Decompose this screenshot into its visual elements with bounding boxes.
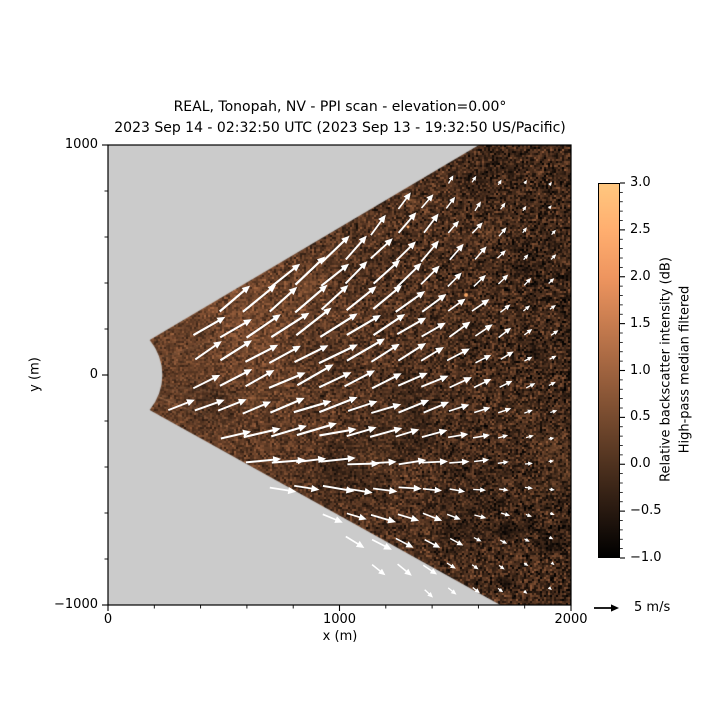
colorbar xyxy=(598,183,620,558)
y-tick-label: 0 xyxy=(89,367,98,382)
ppi-scan-image xyxy=(108,145,571,605)
colorbar-label-line2: High-pass median filtered xyxy=(677,285,693,454)
x-tick-label: 1000 xyxy=(322,612,357,627)
wind-vector-head xyxy=(611,604,619,612)
y-tick-label: 1000 xyxy=(64,137,98,152)
quiver-key-label: 5 m/s xyxy=(634,600,671,615)
plot-subtitle: 2023 Sep 14 - 02:32:50 UTC (2023 Sep 13 … xyxy=(114,120,566,136)
colorbar-tick-label: −0.5 xyxy=(630,503,662,519)
colorbar-tick-label: 3.0 xyxy=(630,175,651,190)
plot-title: REAL, Tonopah, NV - PPI scan - elevation… xyxy=(173,99,507,115)
colorbar-tick-label: 1.5 xyxy=(630,315,651,331)
colorbar-tick-label: −1.0 xyxy=(630,550,662,565)
x-tick-label: 0 xyxy=(103,612,113,627)
x-tick-label: 2000 xyxy=(554,612,588,627)
colorbar-tick-label: 0.5 xyxy=(630,409,651,425)
y-tick-label: −1000 xyxy=(54,597,98,612)
colorbar-tick-label: 2.0 xyxy=(630,268,651,284)
colorbar-tick-label: 2.5 xyxy=(630,221,651,237)
x-axis-label: x (m) xyxy=(322,629,358,644)
colorbar-tick-label: 1.0 xyxy=(630,362,651,378)
colorbar-tick-label: 0.0 xyxy=(630,456,651,472)
